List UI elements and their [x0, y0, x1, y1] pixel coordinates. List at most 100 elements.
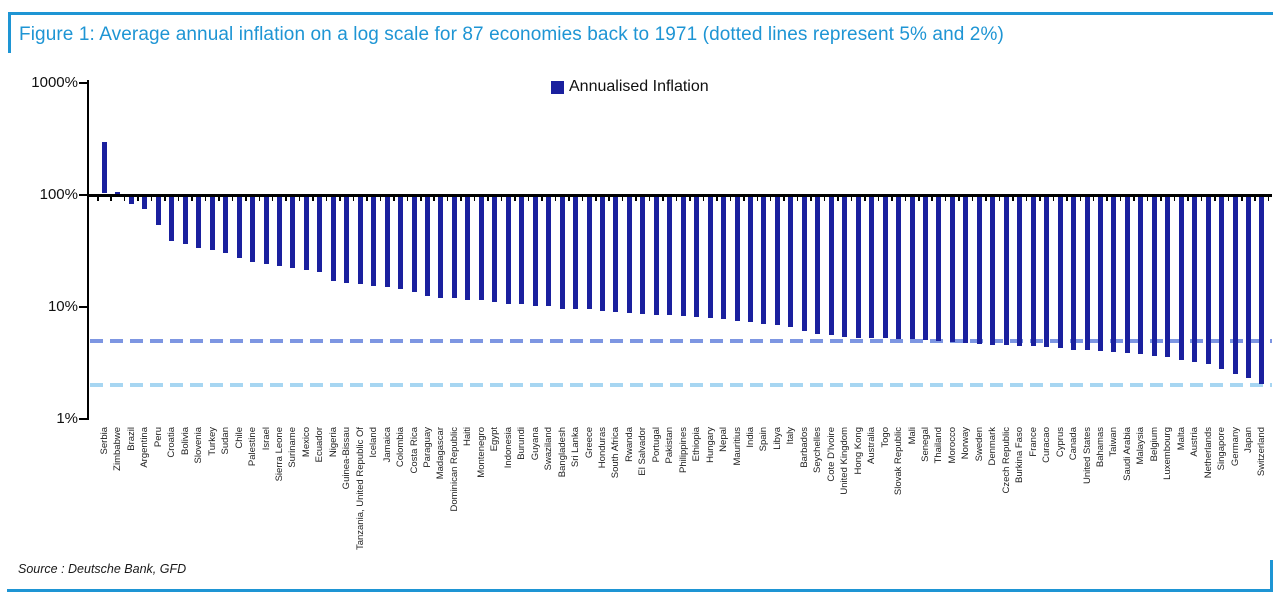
x-axis-tick	[1214, 196, 1216, 201]
x-axis-category-label: Senegal	[919, 427, 931, 462]
x-axis-category-label: Malta	[1175, 427, 1187, 451]
x-axis-category-label: Ecuador	[314, 427, 326, 463]
x-axis-tick	[689, 196, 691, 201]
x-axis-category-label: Curacao	[1041, 427, 1053, 463]
x-axis-tick	[1160, 196, 1162, 201]
bar	[250, 196, 256, 263]
x-axis-category-label: Greece	[583, 427, 595, 459]
x-axis-tick	[1052, 196, 1055, 201]
x-axis-category-label: Togo	[879, 427, 891, 448]
x-axis-tick	[769, 196, 772, 201]
bar	[223, 196, 229, 254]
x-axis-tick	[191, 196, 193, 201]
bar	[626, 196, 632, 313]
bar	[317, 196, 323, 273]
x-axis-tick	[487, 196, 489, 201]
x-axis-category-label: Spain	[758, 427, 770, 452]
x-axis-tick	[123, 196, 126, 201]
x-axis-category-label: Iceland	[368, 427, 380, 458]
y-axis-tick	[79, 305, 88, 309]
x-axis-tick	[904, 196, 907, 201]
x-axis-tick	[1254, 196, 1256, 201]
legend: Annualised Inflation	[551, 78, 709, 96]
bar	[1151, 196, 1157, 356]
bar	[842, 196, 848, 337]
x-axis-tick	[931, 196, 933, 201]
x-axis-category-label: Belgium	[1148, 427, 1160, 462]
bar	[1192, 196, 1198, 363]
x-axis-tick	[743, 196, 745, 201]
x-axis-category-label: Sierra Leone	[273, 427, 285, 482]
bar	[922, 196, 928, 341]
bar	[963, 196, 969, 344]
x-axis-tick	[595, 196, 597, 201]
x-axis-category-label: Portugal	[650, 427, 662, 463]
reference-line-2%	[90, 383, 1272, 388]
x-axis-tick	[177, 196, 180, 201]
x-axis-tick	[635, 196, 637, 201]
x-axis-tick	[1012, 196, 1014, 201]
x-axis-category-label: Burundi	[516, 427, 528, 460]
y-axis-tick	[79, 193, 88, 197]
bar	[1044, 196, 1050, 348]
x-axis-tick	[137, 196, 139, 201]
x-axis-tick	[1133, 196, 1135, 201]
bar	[1030, 196, 1036, 347]
x-axis-category-label: Brazil	[125, 427, 137, 451]
x-axis-category-label: United States	[1081, 427, 1093, 485]
x-axis-category-label: Sweden	[973, 427, 985, 462]
bar	[546, 196, 552, 307]
x-axis-tick	[514, 196, 516, 201]
y-axis-tick-label: 10%	[47, 298, 78, 315]
x-axis-tick	[675, 196, 678, 201]
bar	[330, 196, 336, 282]
bar	[1219, 196, 1225, 369]
x-axis-tick	[1146, 196, 1149, 201]
x-axis-category-label: Burkina Faso	[1014, 427, 1026, 483]
x-axis-tick	[568, 196, 570, 201]
x-axis-tick	[97, 196, 99, 201]
bar	[1097, 196, 1103, 351]
x-axis-baseline	[86, 193, 1272, 197]
bar	[1138, 196, 1144, 355]
x-axis-category-label: Sudan	[220, 427, 232, 455]
bar	[936, 196, 942, 342]
x-axis-tick	[662, 196, 664, 201]
x-axis-tick	[1106, 196, 1108, 201]
x-axis-category-label: Guinea-Bissau	[341, 427, 353, 490]
x-axis-tick	[837, 196, 839, 201]
bar	[128, 196, 134, 205]
x-axis-category-label: Mexico	[300, 427, 312, 458]
bar	[761, 196, 767, 324]
x-axis-category-label: Suriname	[287, 427, 299, 468]
bar	[882, 196, 888, 339]
x-axis-category-label: Haiti	[462, 427, 474, 447]
x-axis-tick	[1119, 196, 1122, 201]
x-axis-tick	[756, 196, 758, 201]
x-axis-category-label: Denmark	[987, 427, 999, 466]
bar	[102, 141, 107, 194]
x-axis-tick	[1092, 196, 1095, 201]
bar	[196, 196, 202, 248]
bar	[142, 196, 148, 210]
bar	[949, 196, 955, 343]
bar	[492, 196, 498, 302]
x-axis-tick	[1039, 196, 1041, 201]
x-axis-tick	[621, 196, 624, 201]
bar	[290, 196, 296, 268]
x-axis-tick	[245, 196, 247, 201]
x-axis-category-label: Switzerland	[1256, 427, 1268, 477]
x-axis-category-label: Bahamas	[1094, 427, 1106, 468]
x-axis-tick	[850, 196, 853, 201]
x-axis-category-label: South Africa	[610, 427, 622, 479]
x-axis-tick	[271, 196, 274, 201]
bar	[828, 196, 834, 335]
x-axis-tick	[958, 196, 960, 201]
x-axis-tick	[648, 196, 651, 201]
bar	[694, 196, 700, 317]
x-axis-category-label: Taiwan	[1108, 427, 1120, 457]
x-axis-tick	[541, 196, 543, 201]
x-axis-category-label: Slovenia	[193, 427, 205, 464]
bar	[1111, 196, 1117, 352]
bar	[344, 196, 350, 283]
